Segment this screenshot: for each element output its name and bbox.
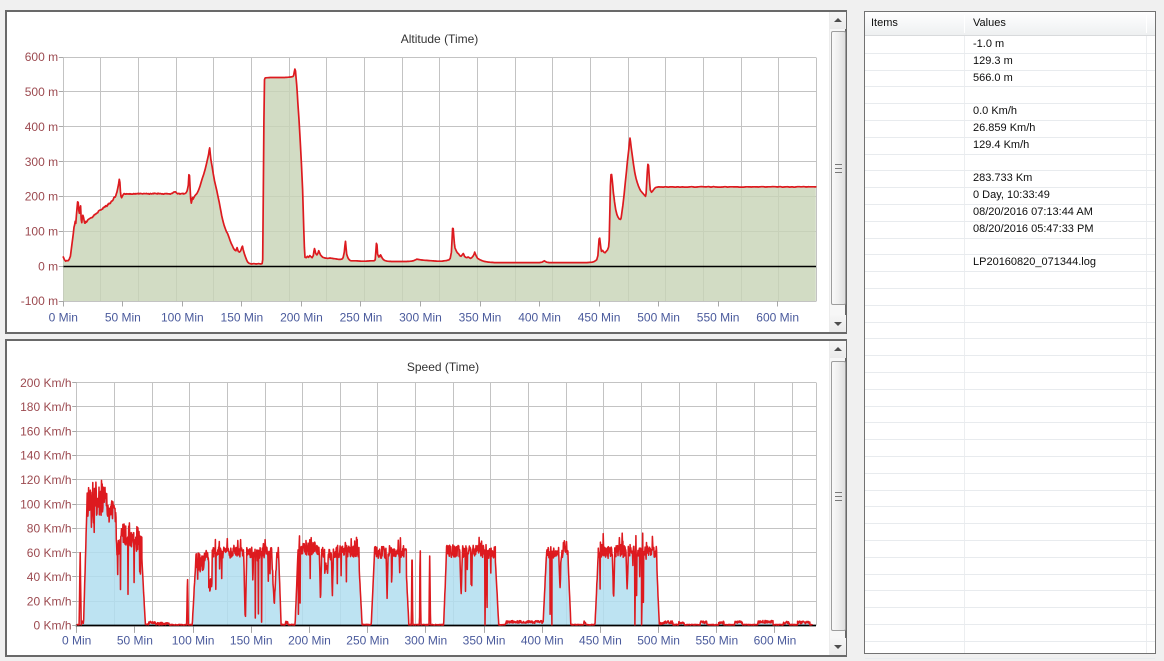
svg-text:600 Min: 600 Min <box>756 311 799 325</box>
svg-text:50 Min: 50 Min <box>117 634 153 648</box>
svg-text:350 Min: 350 Min <box>463 634 506 648</box>
svg-text:140 Km/h: 140 Km/h <box>20 449 71 463</box>
svg-text:300 Min: 300 Min <box>404 634 447 648</box>
svg-text:120 Km/h: 120 Km/h <box>20 473 71 487</box>
svg-text:400 Min: 400 Min <box>518 311 561 325</box>
svg-text:400 m: 400 m <box>25 120 58 134</box>
svg-text:100 Min: 100 Min <box>172 634 215 648</box>
svg-text:-100 m: -100 m <box>21 294 58 308</box>
svg-text:300 Min: 300 Min <box>399 311 442 325</box>
svg-text:500 Min: 500 Min <box>637 311 680 325</box>
svg-text:180 Km/h: 180 Km/h <box>20 400 71 414</box>
svg-text:100 Km/h: 100 Km/h <box>20 497 71 511</box>
svg-text:450 Min: 450 Min <box>579 634 622 648</box>
svg-text:500 m: 500 m <box>25 85 58 99</box>
svg-text:350 Min: 350 Min <box>459 311 502 325</box>
svg-text:600 Min: 600 Min <box>754 634 797 648</box>
svg-text:0 Min: 0 Min <box>62 634 91 648</box>
svg-text:200 Min: 200 Min <box>280 311 323 325</box>
svg-text:0 Km/h: 0 Km/h <box>33 619 71 633</box>
svg-text:550 Min: 550 Min <box>695 634 738 648</box>
svg-text:50 Min: 50 Min <box>105 311 141 325</box>
svg-text:500 Min: 500 Min <box>637 634 680 648</box>
svg-text:20 Km/h: 20 Km/h <box>27 594 72 608</box>
svg-text:40 Km/h: 40 Km/h <box>27 570 72 584</box>
svg-text:80 Km/h: 80 Km/h <box>27 522 72 536</box>
svg-text:550 Min: 550 Min <box>697 311 740 325</box>
svg-text:150 Min: 150 Min <box>221 311 264 325</box>
svg-text:450 Min: 450 Min <box>578 311 621 325</box>
svg-text:60 Km/h: 60 Km/h <box>27 546 72 560</box>
svg-text:0 Min: 0 Min <box>49 311 78 325</box>
svg-text:Speed (Time): Speed (Time) <box>407 360 479 374</box>
svg-text:100 Min: 100 Min <box>161 311 204 325</box>
svg-text:Altitude (Time): Altitude (Time) <box>401 32 479 46</box>
svg-text:250 Min: 250 Min <box>346 634 389 648</box>
svg-text:160 Km/h: 160 Km/h <box>20 424 71 438</box>
svg-text:0 m: 0 m <box>38 259 58 273</box>
svg-text:600 m: 600 m <box>25 50 58 64</box>
svg-text:150 Min: 150 Min <box>230 634 273 648</box>
svg-text:300 m: 300 m <box>25 155 58 169</box>
svg-text:200 Km/h: 200 Km/h <box>20 376 71 390</box>
svg-text:400 Min: 400 Min <box>521 634 564 648</box>
svg-text:200 m: 200 m <box>25 190 58 204</box>
svg-text:100 m: 100 m <box>25 224 58 238</box>
svg-text:250 Min: 250 Min <box>340 311 383 325</box>
svg-text:200 Min: 200 Min <box>288 634 331 648</box>
